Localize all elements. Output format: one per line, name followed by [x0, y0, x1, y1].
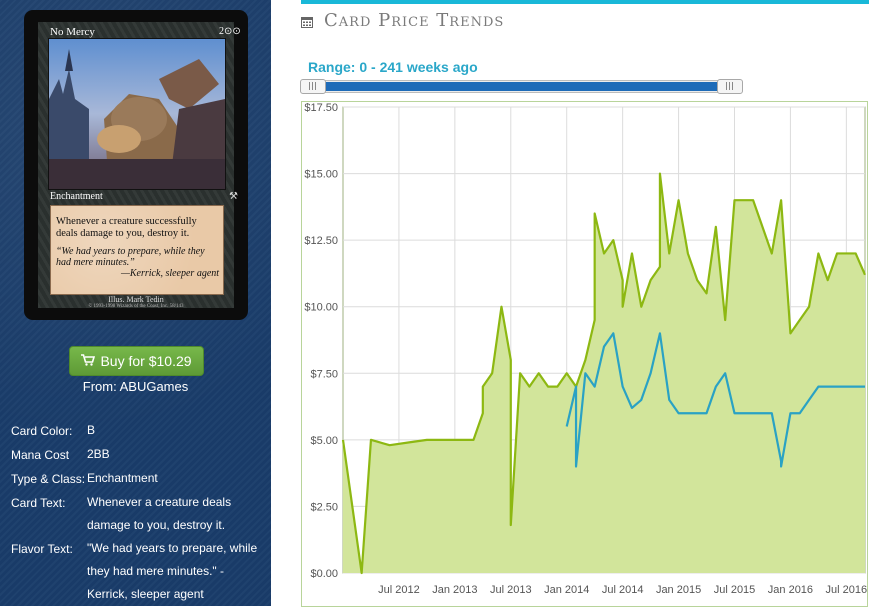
card-flavor-attribution: —Kerrick, sleeper agent	[121, 268, 220, 279]
series-line-1	[565, 332, 865, 468]
card-rules-text: Whenever a creature successfully deals d…	[56, 216, 197, 239]
x-tick-label: Jan 2014	[544, 584, 589, 596]
card-illustrator: Illus. Mark Tedin	[108, 295, 164, 304]
y-tick-label: $7.50	[310, 368, 338, 380]
info-label-flavor-text: Flavor Text:	[11, 542, 73, 556]
grip-icon	[726, 82, 733, 90]
x-tick-label: Jul 2012	[378, 584, 420, 596]
info-label-type-class: Type & Class:	[11, 472, 86, 486]
info-value-mana-cost: 2BB	[87, 447, 110, 461]
buy-button-label: Buy for $10.29	[100, 353, 192, 369]
x-tick-label: Jul 2015	[714, 584, 756, 596]
range-slider[interactable]	[300, 79, 743, 94]
buy-button[interactable]: Buy for $10.29	[69, 346, 204, 376]
seller-label: From: ABUGames	[82, 379, 189, 394]
info-value-card-color: B	[87, 423, 96, 437]
x-tick-label: Jan 2016	[768, 584, 813, 596]
card-flavor-text: “We had years to prepare, while they had…	[56, 246, 205, 268]
card-type-line: Enchantment	[50, 191, 103, 202]
info-value-flavor-text: "We had years to prepare, while they had…	[87, 541, 258, 601]
info-label-mana-cost: Mana Cost	[11, 448, 70, 462]
card-sidebar: No Mercy 2⊙⊙	[0, 0, 271, 606]
artwork-illustration	[49, 39, 225, 189]
card-copyright: © 1993-1998 Wizards of the Coast, Inc. 5…	[88, 304, 184, 309]
header-accent-bar	[301, 0, 869, 4]
x-tick-label: Jul 2016	[826, 584, 867, 596]
x-tick-label: Jan 2015	[656, 584, 701, 596]
price-chart-svg: $0.00 $2.50 $5.00 $7.50 $10.00 $12.50 $15.00 $1…	[304, 102, 867, 596]
card-artwork	[48, 38, 226, 190]
series-line-0	[341, 172, 867, 575]
y-tick-label: $17.50	[304, 102, 338, 114]
y-tick-label: $10.00	[304, 302, 338, 314]
price-chart: $0.00 $2.50 $5.00 $7.50 $10.00 $12.50 $15.00 $1…	[301, 101, 868, 607]
y-tick-label: $12.50	[304, 235, 338, 247]
range-slider-handle-max[interactable]	[717, 79, 743, 94]
card-image: No Mercy 2⊙⊙	[24, 10, 248, 320]
x-tick-label: Jul 2014	[602, 584, 644, 596]
card-text-box: Whenever a creature successfully deals d…	[50, 205, 224, 295]
info-value-card-text: Whenever a creature deals damage to you,…	[87, 495, 232, 532]
mana-cost-symbols: 2⊙⊙	[219, 26, 241, 37]
range-label: Range: 0 - 241 weeks ago	[308, 59, 478, 75]
shopping-cart-icon	[81, 353, 96, 369]
x-tick-label: Jul 2013	[490, 584, 532, 596]
set-symbol-icon: ⚒	[229, 191, 238, 202]
series-area-0	[343, 173, 865, 574]
calendar-icon	[301, 15, 313, 28]
grip-icon	[309, 82, 316, 90]
y-tick-label: $2.50	[310, 501, 338, 513]
range-slider-fill	[314, 82, 734, 91]
range-slider-handle-min[interactable]	[300, 79, 326, 94]
y-tick-label: $5.00	[310, 435, 338, 447]
section-title: Card Price Trends	[324, 10, 505, 31]
info-label-card-color: Card Color:	[11, 424, 73, 438]
y-tick-label: $15.00	[304, 169, 338, 181]
y-tick-label: $0.00	[310, 568, 338, 580]
info-value-type-class: Enchantment	[87, 471, 158, 485]
info-label-card-text: Card Text:	[11, 496, 66, 510]
card-name: No Mercy	[50, 26, 95, 38]
x-tick-label: Jan 2013	[432, 584, 477, 596]
